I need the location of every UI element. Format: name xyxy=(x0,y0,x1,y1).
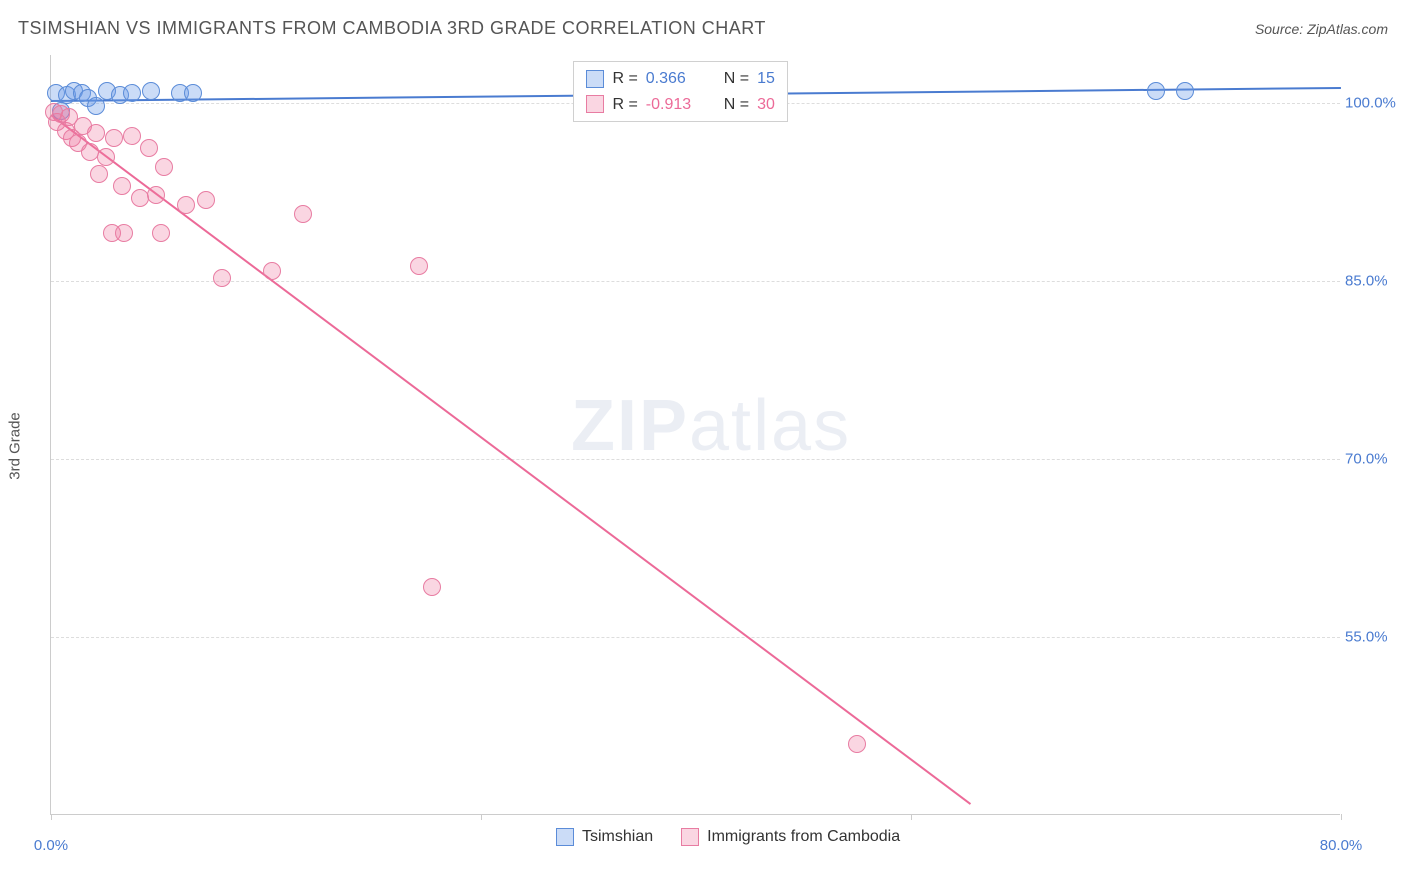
legend-n-label: N = xyxy=(724,92,749,118)
legend-swatch xyxy=(681,828,699,846)
data-point xyxy=(123,127,141,145)
x-tick-label: 0.0% xyxy=(34,837,68,854)
data-point xyxy=(90,165,108,183)
data-point xyxy=(197,191,215,209)
legend-n-label: N = xyxy=(724,66,749,92)
y-tick-label: 100.0% xyxy=(1345,94,1405,111)
chart-title: TSIMSHIAN VS IMMIGRANTS FROM CAMBODIA 3R… xyxy=(18,18,766,39)
data-point xyxy=(423,578,441,596)
data-point xyxy=(1176,82,1194,100)
chart-plot-area: ZIPatlas 100.0%85.0%70.0%55.0%0.0%80.0%R… xyxy=(50,55,1340,815)
data-point xyxy=(147,186,165,204)
legend-n-value: 30 xyxy=(757,92,775,118)
legend-n-value: 15 xyxy=(757,66,775,92)
x-tick xyxy=(481,814,482,820)
data-point xyxy=(152,224,170,242)
data-point xyxy=(113,177,131,195)
legend-series-name: Immigrants from Cambodia xyxy=(707,828,900,846)
watermark: ZIPatlas xyxy=(571,385,851,467)
legend-swatch xyxy=(556,828,574,846)
gridline xyxy=(51,459,1340,460)
data-point xyxy=(1147,82,1165,100)
data-point xyxy=(294,205,312,223)
data-point xyxy=(140,139,158,157)
data-point xyxy=(155,158,173,176)
x-tick xyxy=(1341,814,1342,820)
data-point xyxy=(142,82,160,100)
data-point xyxy=(848,735,866,753)
legend-swatch xyxy=(586,70,604,88)
y-tick-label: 70.0% xyxy=(1345,450,1405,467)
x-tick xyxy=(911,814,912,820)
y-tick-label: 55.0% xyxy=(1345,628,1405,645)
data-point xyxy=(87,124,105,142)
legend-r-value: 0.366 xyxy=(646,66,716,92)
data-point xyxy=(97,148,115,166)
legend-r-label: R = xyxy=(612,66,637,92)
x-tick-label: 80.0% xyxy=(1320,837,1363,854)
chart-source: Source: ZipAtlas.com xyxy=(1255,21,1388,37)
data-point xyxy=(213,269,231,287)
y-tick-label: 85.0% xyxy=(1345,272,1405,289)
data-point xyxy=(184,84,202,102)
legend-item: Tsimshian xyxy=(556,828,653,846)
legend-r-label: R = xyxy=(612,92,637,118)
data-point xyxy=(123,84,141,102)
y-axis-label: 3rd Grade xyxy=(7,412,24,480)
legend-stats-row: R = 0.366 N = 15 xyxy=(586,66,774,92)
data-point xyxy=(105,129,123,147)
data-point xyxy=(263,262,281,280)
gridline xyxy=(51,637,1340,638)
data-point xyxy=(177,196,195,214)
gridline xyxy=(51,281,1340,282)
data-point xyxy=(131,189,149,207)
legend-stats-box: R = 0.366 N = 15 R = -0.913 N = 30 xyxy=(573,61,787,122)
chart-header: TSIMSHIAN VS IMMIGRANTS FROM CAMBODIA 3R… xyxy=(18,18,1388,39)
legend-series: Tsimshian Immigrants from Cambodia xyxy=(556,828,900,846)
data-point xyxy=(87,97,105,115)
x-tick xyxy=(51,814,52,820)
data-point xyxy=(115,224,133,242)
legend-r-value: -0.913 xyxy=(646,92,716,118)
legend-series-name: Tsimshian xyxy=(582,828,653,846)
legend-stats-row: R = -0.913 N = 30 xyxy=(586,92,774,118)
legend-item: Immigrants from Cambodia xyxy=(681,828,900,846)
data-point xyxy=(410,257,428,275)
legend-swatch xyxy=(586,95,604,113)
